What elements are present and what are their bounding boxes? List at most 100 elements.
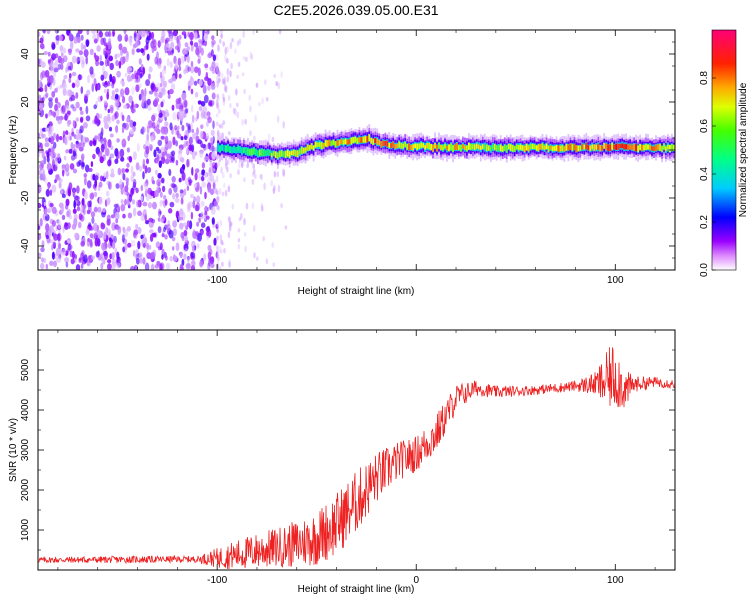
noise-speckle <box>110 168 115 175</box>
noise-speckle <box>207 142 211 150</box>
noise-speckle <box>43 206 48 215</box>
ridge-core-cell <box>557 145 560 153</box>
noise-speckle <box>245 56 248 63</box>
noise-speckle <box>175 71 178 80</box>
noise-speckle <box>159 199 163 207</box>
noise-speckle <box>147 202 153 209</box>
noise-speckle <box>62 169 65 177</box>
noise-speckle <box>75 101 80 109</box>
noise-speckle <box>124 72 128 78</box>
noise-speckle <box>182 222 188 227</box>
noise-speckle <box>159 71 163 79</box>
noise-speckle <box>93 191 98 197</box>
noise-speckle <box>220 72 224 79</box>
noise-speckle <box>80 240 85 247</box>
noise-speckle <box>100 74 105 81</box>
noise-speckle <box>167 46 172 52</box>
ridge-core-cell <box>262 149 265 157</box>
noise-speckle <box>210 129 215 137</box>
noise-speckle <box>202 84 207 94</box>
ridge-core-cell <box>493 143 496 151</box>
noise-speckle <box>91 216 95 224</box>
noise-speckle <box>149 229 154 234</box>
noise-speckle <box>169 61 173 69</box>
noise-speckle <box>61 193 66 198</box>
noise-speckle <box>229 41 233 50</box>
noise-speckle <box>75 56 79 63</box>
noise-speckle <box>240 212 243 220</box>
noise-speckle <box>161 185 166 193</box>
ridge-core-cell <box>535 145 538 151</box>
noise-speckle <box>76 36 81 43</box>
noise-speckle <box>73 199 76 209</box>
noise-speckle <box>54 97 59 104</box>
colorbar-tick-label: 0.2 <box>699 215 710 229</box>
ridge-core-cell <box>615 143 618 150</box>
ridge-core-cell <box>366 136 369 143</box>
noise-speckle <box>218 108 221 114</box>
noise-speckle <box>191 114 195 124</box>
noise-speckle <box>255 256 259 261</box>
noise-speckle <box>155 158 160 164</box>
noise-speckle <box>159 191 163 198</box>
noise-speckle <box>227 185 231 193</box>
noise-speckle <box>150 252 156 260</box>
noise-speckle <box>38 132 41 138</box>
noise-speckle <box>78 129 83 134</box>
noise-speckle <box>133 32 137 42</box>
noise-speckle <box>222 41 225 47</box>
ridge-core-cell <box>525 143 528 151</box>
ridge-core-cell <box>260 148 263 156</box>
noise-speckle <box>79 117 84 123</box>
noise-speckle <box>164 234 168 240</box>
noise-speckle <box>212 54 217 62</box>
noise-speckle <box>243 177 246 183</box>
ridge-core-cell <box>221 143 223 151</box>
noise-speckle <box>148 244 152 250</box>
noise-speckle <box>83 208 86 216</box>
noise-speckle <box>49 135 55 145</box>
noise-speckle <box>68 77 72 84</box>
ridge-core-cell <box>527 145 530 152</box>
noise-speckle <box>138 93 142 101</box>
noise-speckle <box>204 135 210 140</box>
noise-speckle <box>215 54 219 61</box>
noise-speckle <box>51 220 57 227</box>
noise-speckle <box>116 119 120 125</box>
noise-speckle <box>63 82 67 90</box>
noise-speckle <box>127 200 131 205</box>
noise-speckle <box>152 201 157 210</box>
noise-speckle <box>132 249 136 257</box>
noise-speckle <box>125 168 129 173</box>
noise-speckle <box>183 112 187 118</box>
noise-speckle <box>186 158 189 168</box>
noise-speckle <box>162 127 168 136</box>
noise-speckle <box>122 173 126 181</box>
noise-speckle <box>121 95 126 104</box>
noise-speckle <box>171 104 175 111</box>
ridge-core-cell <box>565 144 568 151</box>
noise-speckle <box>200 101 206 107</box>
noise-speckle <box>142 126 146 133</box>
ridge-core-cell <box>601 145 604 151</box>
noise-speckle <box>174 255 178 262</box>
noise-speckle <box>45 188 50 197</box>
noise-speckle <box>43 201 47 207</box>
noise-speckle <box>167 140 173 150</box>
noise-speckle <box>114 125 118 133</box>
ridge-core-cell <box>278 151 281 158</box>
noise-speckle <box>52 77 56 86</box>
noise-speckle <box>135 249 139 255</box>
spectrogram-ytick-label: 0 <box>20 147 31 153</box>
ridge-core-cell <box>324 140 327 147</box>
noise-speckle <box>138 58 142 65</box>
noise-speckle <box>223 247 226 254</box>
noise-speckle <box>109 73 113 82</box>
noise-speckle <box>128 194 133 203</box>
noise-speckle <box>222 172 225 179</box>
spectrogram-ylabel: Frequency (Hz) <box>8 116 19 185</box>
noise-speckle <box>224 46 228 55</box>
noise-speckle <box>124 34 129 42</box>
ridge-core-cell <box>370 137 373 144</box>
ridge-core-cell <box>667 144 669 150</box>
